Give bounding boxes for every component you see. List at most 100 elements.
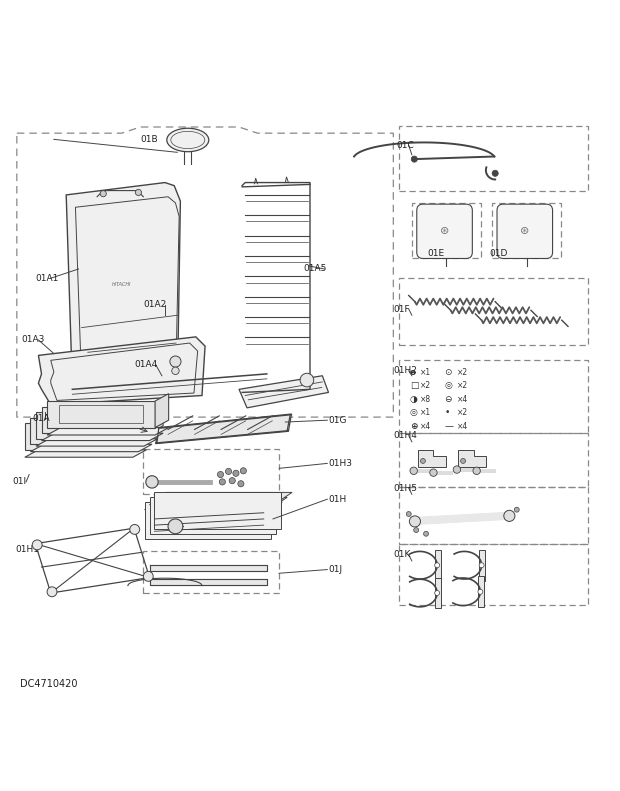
Circle shape — [168, 519, 183, 534]
Text: ⊙: ⊙ — [445, 368, 452, 377]
Text: ◎: ◎ — [445, 381, 453, 390]
Circle shape — [409, 516, 420, 527]
Circle shape — [504, 510, 515, 521]
Circle shape — [492, 170, 498, 176]
Circle shape — [233, 470, 239, 476]
Bar — [399, 278, 588, 345]
Polygon shape — [144, 405, 157, 439]
Polygon shape — [154, 493, 292, 500]
Circle shape — [414, 528, 418, 532]
Circle shape — [100, 191, 106, 197]
Polygon shape — [30, 418, 138, 445]
Text: 01C: 01C — [396, 141, 414, 150]
Text: 01A3: 01A3 — [21, 335, 45, 344]
Circle shape — [226, 468, 232, 475]
Text: ×2: ×2 — [457, 368, 468, 377]
Polygon shape — [155, 394, 169, 428]
Text: DC4710420: DC4710420 — [20, 679, 78, 690]
Polygon shape — [133, 416, 146, 450]
Text: 01I: 01I — [12, 478, 27, 486]
Bar — [399, 360, 588, 433]
Circle shape — [172, 367, 179, 374]
Bar — [479, 550, 485, 581]
Polygon shape — [25, 423, 133, 450]
Polygon shape — [25, 450, 146, 457]
Text: ◑: ◑ — [410, 395, 418, 403]
Text: 01D: 01D — [489, 249, 507, 258]
Text: ⊖: ⊖ — [445, 395, 452, 403]
Text: •: • — [445, 408, 450, 418]
Bar — [478, 577, 484, 607]
Text: 01F: 01F — [393, 305, 410, 313]
Polygon shape — [138, 411, 152, 445]
Circle shape — [135, 189, 141, 195]
Circle shape — [218, 471, 224, 478]
Polygon shape — [154, 493, 281, 529]
Text: 01K: 01K — [393, 551, 410, 559]
Bar — [143, 449, 279, 494]
Polygon shape — [36, 412, 144, 439]
Text: 01H: 01H — [329, 494, 347, 504]
Circle shape — [515, 507, 519, 512]
Circle shape — [461, 459, 466, 464]
Circle shape — [406, 512, 411, 517]
Circle shape — [410, 467, 417, 475]
Bar — [143, 551, 279, 593]
Circle shape — [479, 562, 484, 568]
Text: HITACHI: HITACHI — [112, 282, 131, 287]
Text: 01H1: 01H1 — [15, 545, 39, 554]
Circle shape — [430, 469, 437, 476]
Bar — [399, 126, 588, 191]
Text: 01A2: 01A2 — [143, 301, 167, 309]
Text: 01A5: 01A5 — [304, 264, 327, 274]
Text: 01A1: 01A1 — [35, 274, 59, 282]
Polygon shape — [149, 566, 267, 571]
Text: ⊕: ⊕ — [410, 422, 417, 431]
Circle shape — [241, 467, 246, 474]
Bar — [399, 486, 588, 543]
Polygon shape — [239, 376, 329, 408]
Circle shape — [170, 356, 181, 367]
Bar — [435, 550, 441, 581]
Text: ⊛: ⊛ — [440, 226, 450, 237]
Polygon shape — [47, 428, 169, 435]
Polygon shape — [38, 337, 205, 405]
Bar — [492, 203, 561, 259]
Text: —: — — [445, 422, 454, 431]
Text: 01H4: 01H4 — [393, 431, 417, 440]
Polygon shape — [36, 439, 157, 446]
Circle shape — [229, 478, 236, 484]
Circle shape — [300, 373, 314, 387]
Text: ×1: ×1 — [420, 368, 431, 377]
Polygon shape — [144, 502, 271, 539]
Bar — [399, 543, 588, 605]
Bar — [399, 433, 588, 486]
Circle shape — [453, 466, 461, 473]
Bar — [412, 203, 481, 259]
Polygon shape — [156, 414, 291, 444]
Text: 01A4: 01A4 — [134, 360, 157, 369]
Text: 01E: 01E — [427, 249, 445, 258]
Text: ×4: ×4 — [457, 395, 468, 403]
Text: ×4: ×4 — [420, 422, 431, 431]
Text: ×1: ×1 — [420, 408, 431, 418]
Circle shape — [435, 591, 440, 596]
Polygon shape — [42, 433, 163, 441]
Text: 01H2: 01H2 — [393, 366, 417, 375]
Text: ⊛: ⊛ — [520, 226, 529, 237]
Ellipse shape — [167, 128, 209, 152]
Polygon shape — [144, 502, 282, 509]
FancyBboxPatch shape — [497, 204, 552, 259]
Circle shape — [478, 589, 483, 594]
Text: ◎: ◎ — [410, 408, 418, 418]
Text: ×2: ×2 — [457, 408, 468, 418]
Polygon shape — [66, 183, 180, 402]
Polygon shape — [149, 498, 276, 535]
Text: 01H5: 01H5 — [393, 483, 417, 493]
Circle shape — [411, 156, 417, 162]
Text: 01B: 01B — [140, 134, 158, 144]
Polygon shape — [47, 401, 155, 428]
Circle shape — [32, 540, 42, 550]
Polygon shape — [149, 579, 267, 585]
Circle shape — [47, 587, 57, 596]
